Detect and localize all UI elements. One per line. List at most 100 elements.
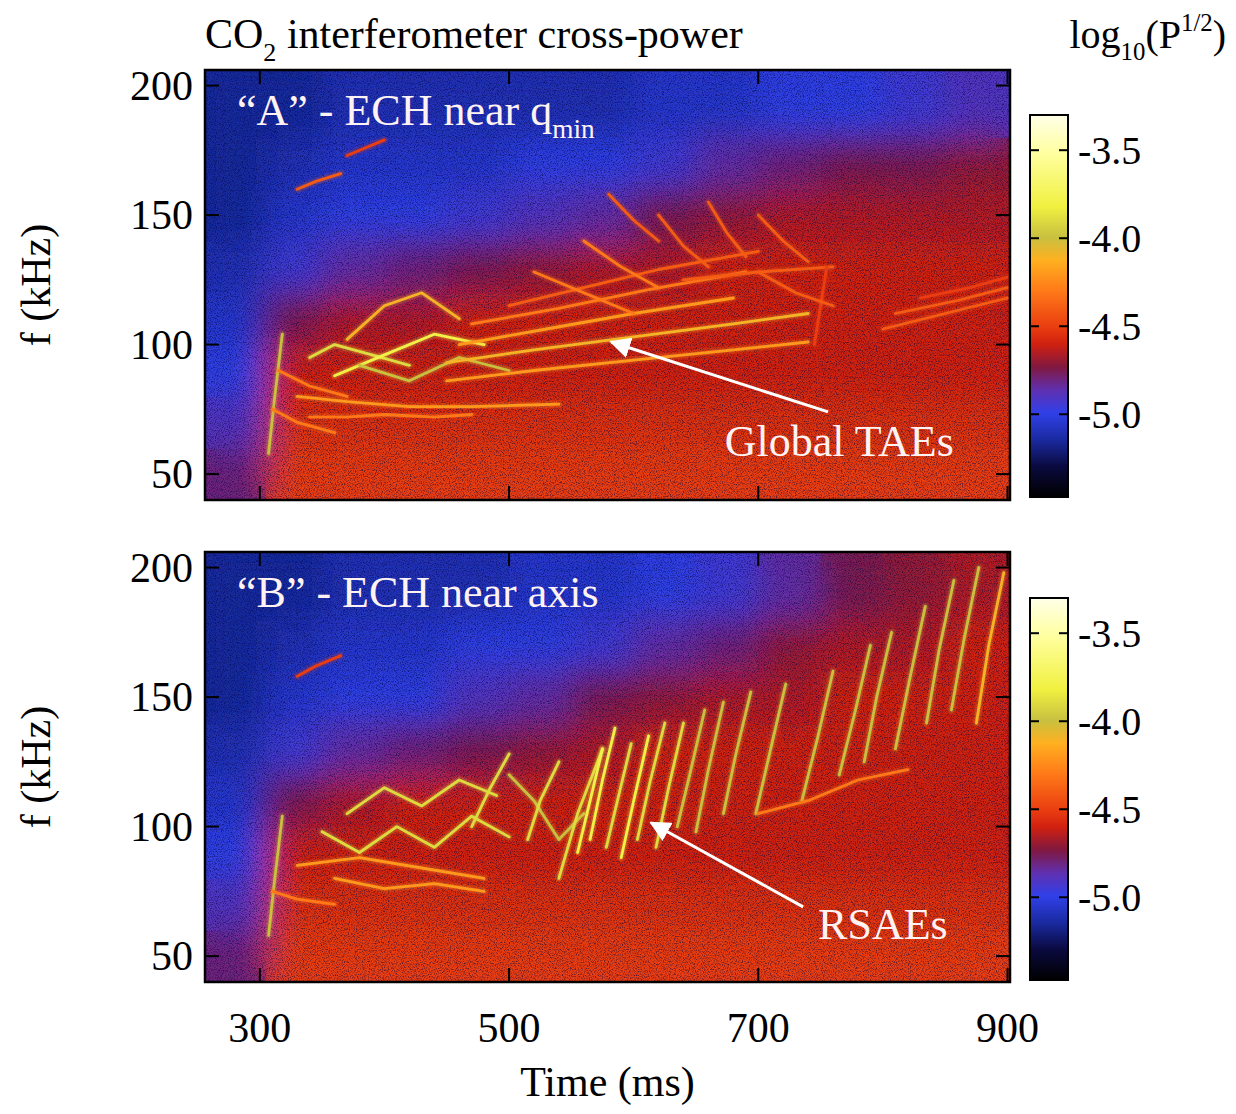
x-tick — [1007, 70, 1009, 84]
y-tick — [996, 214, 1010, 216]
y-tick — [996, 696, 1010, 698]
y-axis-title: f (kHz) — [13, 224, 60, 346]
mode-glow — [272, 409, 334, 432]
mode-line — [584, 241, 659, 288]
title-part: CO — [205, 11, 263, 57]
annotation-arrow — [611, 342, 828, 412]
mode-line — [864, 632, 891, 762]
mode-line — [269, 334, 283, 453]
x-tick — [757, 70, 759, 84]
colorbar-tick — [1059, 325, 1068, 327]
x-tick — [508, 70, 510, 84]
mode-line — [310, 415, 472, 418]
x-tick — [508, 552, 510, 566]
y-tick-label: 200 — [130, 63, 193, 109]
y-tick-label: 50 — [151, 451, 193, 497]
colorbar-title-part: log — [1069, 12, 1120, 57]
colorbar-tick-label: -4.5 — [1078, 304, 1141, 349]
mode-line — [297, 656, 341, 677]
mode-glow — [802, 671, 833, 801]
plot-frame — [205, 552, 1010, 982]
colorbar-tick-label: -4.0 — [1078, 216, 1141, 261]
x-tick — [757, 552, 759, 566]
x-tick — [757, 968, 759, 982]
colorbar-tick — [1030, 325, 1039, 327]
mode-line — [659, 215, 709, 267]
colorbar — [1030, 115, 1068, 497]
colorbar-tick — [1059, 237, 1068, 239]
colorbar-title-part: 10 — [1121, 38, 1146, 65]
mode-glow — [347, 293, 459, 340]
y-tick — [205, 85, 219, 87]
x-tick-label: 300 — [228, 1005, 291, 1051]
y-tick — [205, 567, 219, 569]
mode-line — [756, 684, 786, 814]
colorbar-tick-label: -4.0 — [1078, 699, 1141, 744]
mode-line — [758, 770, 908, 814]
mode-glow — [322, 816, 509, 852]
mode-glow — [951, 568, 978, 711]
y-tick — [205, 826, 219, 828]
mode-glow — [310, 415, 472, 418]
y-tick — [205, 696, 219, 698]
mode-glow — [723, 692, 750, 814]
mode-line — [920, 277, 1007, 298]
y-tick — [996, 344, 1010, 346]
mode-line — [335, 878, 485, 891]
mode-glow — [534, 272, 634, 314]
mode-glow — [347, 140, 384, 156]
colorbar-tick-label: -5.0 — [1078, 875, 1141, 920]
y-tick — [996, 826, 1010, 828]
modes — [269, 140, 1008, 454]
y-tick — [205, 214, 219, 216]
modes — [269, 568, 1004, 936]
y-tick — [996, 955, 1010, 957]
x-tick-label: 700 — [727, 1005, 790, 1051]
x-tick — [259, 552, 261, 566]
x-tick — [508, 968, 510, 982]
x-tick-label: 500 — [478, 1005, 541, 1051]
plot-frame — [205, 70, 1010, 500]
y-tick-label: 150 — [130, 674, 193, 720]
annotation-arrow — [651, 823, 803, 907]
colorbar-tick-label: -3.5 — [1078, 128, 1141, 173]
colorbar-tick-label: -5.0 — [1078, 392, 1141, 437]
x-tick-label: 900 — [976, 1005, 1039, 1051]
mode-glow — [297, 396, 559, 406]
mode-line — [534, 272, 634, 314]
mode-glow — [269, 334, 283, 453]
y-tick-label: 50 — [151, 933, 193, 979]
mode-glow — [335, 334, 485, 376]
colorbar-tick — [1030, 237, 1039, 239]
mode-line — [758, 272, 833, 306]
mode-glow — [976, 573, 1003, 723]
x-tick — [1007, 486, 1009, 500]
mode-line — [297, 174, 341, 190]
mode-line — [708, 202, 745, 256]
y-tick-label: 100 — [130, 804, 193, 850]
mode-glow — [864, 632, 891, 762]
mode-line — [269, 816, 283, 935]
x-tick — [259, 968, 261, 982]
mode-line — [347, 780, 497, 814]
x-tick — [1007, 552, 1009, 566]
speckle — [205, 552, 1010, 982]
x-axis-title: Time (ms) — [520, 1059, 695, 1106]
mode-line — [297, 396, 559, 406]
mode-glow — [584, 241, 659, 288]
mode-glow — [895, 606, 925, 749]
mode-glow — [659, 215, 709, 267]
plot-area — [205, 552, 1010, 982]
mode-glow — [528, 762, 559, 840]
y-tick-label: 200 — [130, 545, 193, 591]
plot-area — [205, 70, 1010, 500]
y-tick — [996, 567, 1010, 569]
mode-glow — [756, 684, 786, 814]
colorbar-tick — [1059, 896, 1068, 898]
colorbar-tick — [1030, 413, 1039, 415]
y-axis-title: f (kHz) — [13, 706, 60, 828]
mode-line — [802, 671, 833, 801]
colorbar-tick — [1059, 632, 1068, 634]
colorbar-tick — [1030, 149, 1039, 151]
mode-glow — [696, 702, 723, 832]
